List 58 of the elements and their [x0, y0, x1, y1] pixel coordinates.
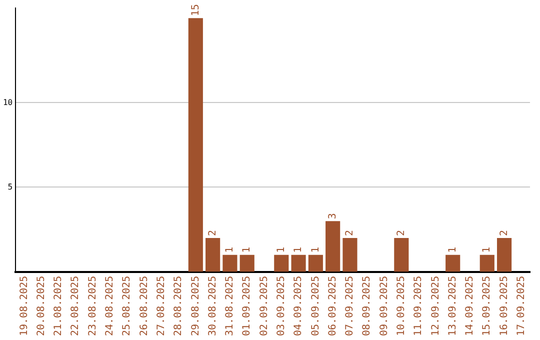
y-tick-label: 10	[2, 98, 13, 107]
x-tick-label: 03.09.2025	[276, 276, 287, 336]
data-label: 1	[447, 246, 458, 253]
data-label: 1	[293, 246, 304, 253]
x-tick-label: 24.08.2025	[104, 276, 116, 336]
data-label: 1	[276, 246, 287, 253]
data-label: 3	[327, 213, 338, 220]
x-tick-label: 02.09.2025	[258, 276, 270, 336]
data-label: 1	[310, 246, 322, 253]
x-tick-label: 28.08.2025	[173, 276, 184, 336]
x-tick-label: 31.08.2025	[224, 276, 236, 336]
x-tick-label: 23.08.2025	[87, 276, 98, 336]
data-label: 1	[242, 246, 253, 253]
bar	[342, 238, 358, 272]
x-tick-label: 04.09.2025	[293, 276, 304, 336]
x-tick-label: 26.08.2025	[138, 276, 150, 336]
data-label: 2	[207, 230, 218, 236]
x-tick-label: 05.09.2025	[310, 276, 322, 336]
bar	[394, 238, 409, 272]
x-tick-label: 12.09.2025	[430, 276, 442, 336]
data-label: 1	[224, 246, 236, 253]
y-tick-label: 5	[8, 182, 13, 192]
x-tick-label: 14.09.2025	[464, 276, 476, 336]
bar	[326, 221, 340, 272]
x-tick-label: 08.09.2025	[362, 276, 373, 336]
x-tick-label: 21.08.2025	[53, 276, 64, 336]
bar	[240, 254, 254, 272]
x-tick-label: 11.09.2025	[413, 276, 424, 336]
x-tick-label: 20.08.2025	[36, 276, 47, 336]
x-tick-label: 27.08.2025	[156, 276, 167, 336]
x-tick-label: 16.09.2025	[498, 276, 510, 336]
x-tick-label: 22.08.2025	[70, 276, 82, 336]
x-tick-label: 19.08.2025	[18, 276, 30, 336]
x-tick-label: 30.08.2025	[207, 276, 218, 336]
x-tick-label: 17.09.2025	[516, 276, 528, 336]
x-tick-label: 06.09.2025	[327, 276, 338, 336]
x-tick-label: 10.09.2025	[396, 276, 407, 336]
data-label: 2	[344, 230, 356, 236]
bar	[480, 254, 494, 272]
x-tick-label: 25.08.2025	[122, 276, 133, 336]
bar	[274, 254, 289, 272]
x-tick-label: 29.08.2025	[190, 276, 202, 336]
bar	[222, 254, 238, 272]
bar	[446, 254, 460, 272]
bar	[206, 238, 220, 272]
data-label: 2	[396, 230, 407, 236]
x-tick-label: 15.09.2025	[482, 276, 493, 336]
bar	[188, 18, 203, 272]
x-tick-label: 01.09.2025	[242, 276, 253, 336]
data-label: 15	[190, 4, 202, 16]
x-tick-label: 13.09.2025	[447, 276, 458, 336]
data-label: 1	[482, 246, 493, 253]
bar	[496, 238, 512, 272]
x-tick-label: 07.09.2025	[344, 276, 356, 336]
bar	[291, 254, 306, 272]
bar	[308, 254, 323, 272]
data-label: 2	[498, 230, 510, 236]
x-tick-label: 09.09.2025	[378, 276, 390, 336]
